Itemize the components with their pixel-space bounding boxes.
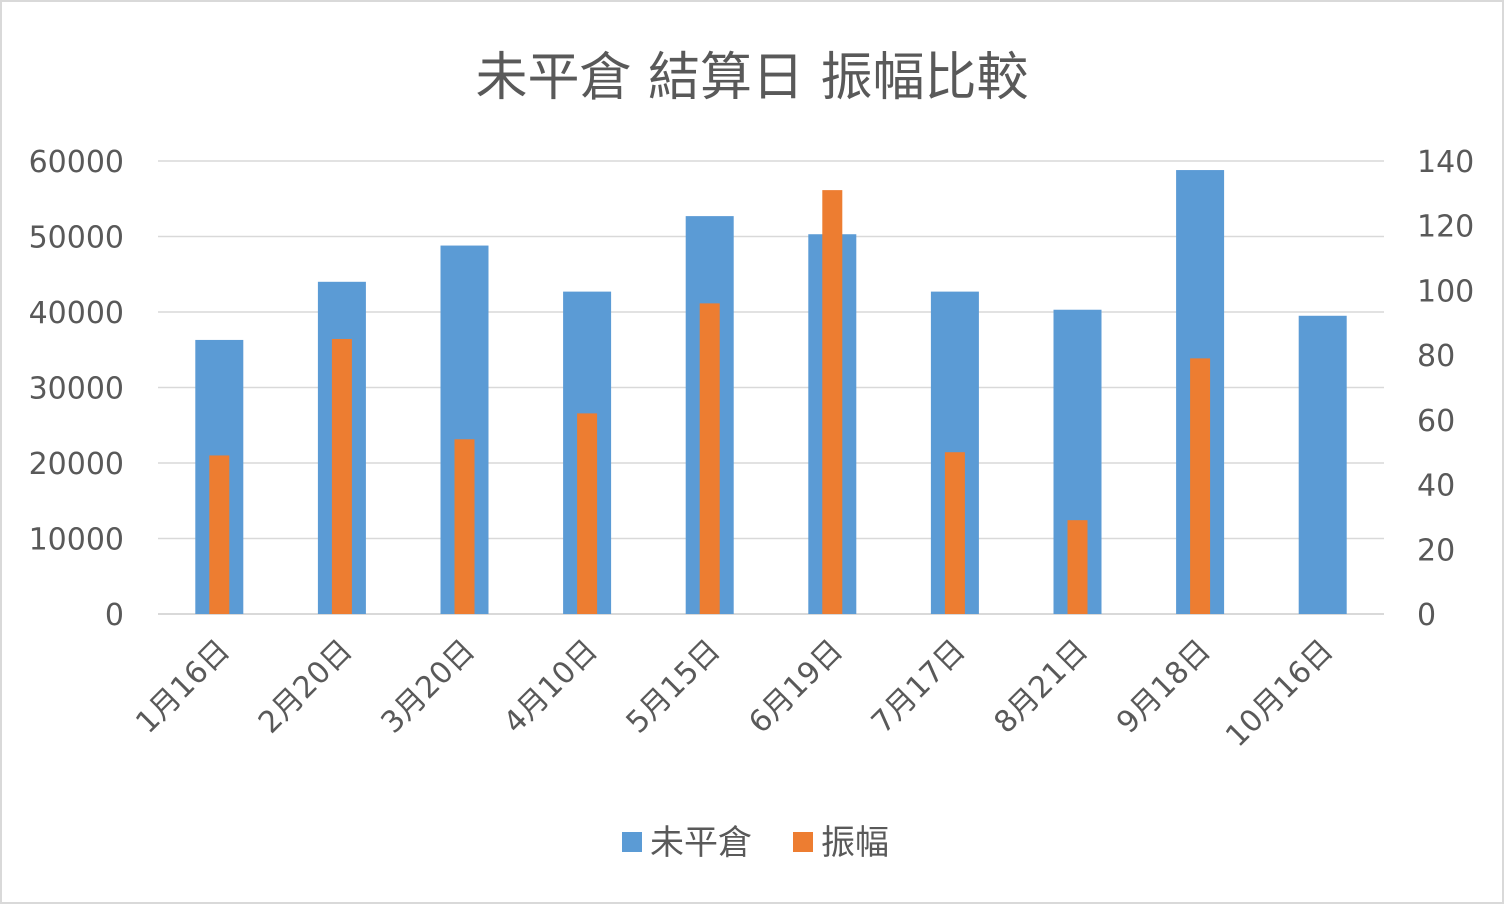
category-label: 8月21日 [987, 633, 1095, 741]
bar-amplitude [1190, 358, 1211, 614]
right-axis-tick-label: 60 [1417, 404, 1455, 439]
right-axis-ticks: 0 20 40 60 80 100 120 140 [1417, 145, 1474, 633]
left-axis-tick-label: 50000 [29, 221, 124, 256]
left-axis-ticks: 0 10000 20000 30000 40000 50000 60000 [29, 145, 124, 633]
category-label: 7月17日 [865, 633, 973, 741]
chart-title: 未平倉 結算日 振幅比較 [475, 48, 1028, 108]
series-amplitude-bars [209, 190, 1211, 614]
legend: 未平倉 振幅 [622, 823, 889, 863]
bar-amplitude [209, 455, 230, 614]
bar-amplitude [822, 190, 843, 614]
bar-amplitude [1067, 520, 1088, 614]
left-axis-tick-label: 30000 [29, 372, 124, 407]
category-label: 9月18日 [1110, 633, 1218, 741]
bar-amplitude [944, 452, 965, 614]
right-axis-tick-label: 0 [1417, 598, 1436, 633]
bar-amplitude [331, 338, 352, 614]
category-label: 3月20日 [374, 633, 482, 741]
bar-open-interest [1298, 315, 1347, 614]
right-axis-tick-label: 140 [1417, 145, 1474, 180]
bar-amplitude [454, 439, 475, 614]
right-axis-tick-label: 120 [1417, 210, 1474, 245]
right-axis-tick-label: 100 [1417, 274, 1474, 309]
left-axis-tick-label: 20000 [29, 447, 124, 482]
category-axis-labels: 1月16日 2月20日 3月20日 4月10日 5月15日 6月19日 7月17日 8月21日… [129, 633, 1340, 754]
right-axis-tick-label: 80 [1417, 339, 1455, 374]
bar-amplitude [577, 413, 598, 614]
category-label: 6月19日 [742, 633, 850, 741]
category-label: 10月16日 [1219, 633, 1340, 754]
legend-swatch-open-interest [622, 832, 642, 852]
legend-swatch-amplitude [793, 832, 813, 852]
left-axis-tick-label: 10000 [29, 523, 124, 558]
left-axis-tick-label: 40000 [29, 296, 124, 331]
bar-amplitude [699, 303, 720, 614]
right-axis-tick-label: 20 [1417, 533, 1455, 568]
category-label: 2月20日 [252, 633, 360, 741]
right-axis-tick-label: 40 [1417, 469, 1455, 504]
category-label: 5月15日 [620, 633, 728, 741]
category-label: 1月16日 [129, 633, 237, 741]
legend-label-amplitude: 振幅 [821, 823, 889, 863]
left-axis-tick-label: 0 [105, 598, 124, 633]
legend-label-open-interest: 未平倉 [650, 823, 752, 863]
left-axis-tick-label: 60000 [29, 145, 124, 180]
category-label: 4月10日 [497, 633, 605, 741]
